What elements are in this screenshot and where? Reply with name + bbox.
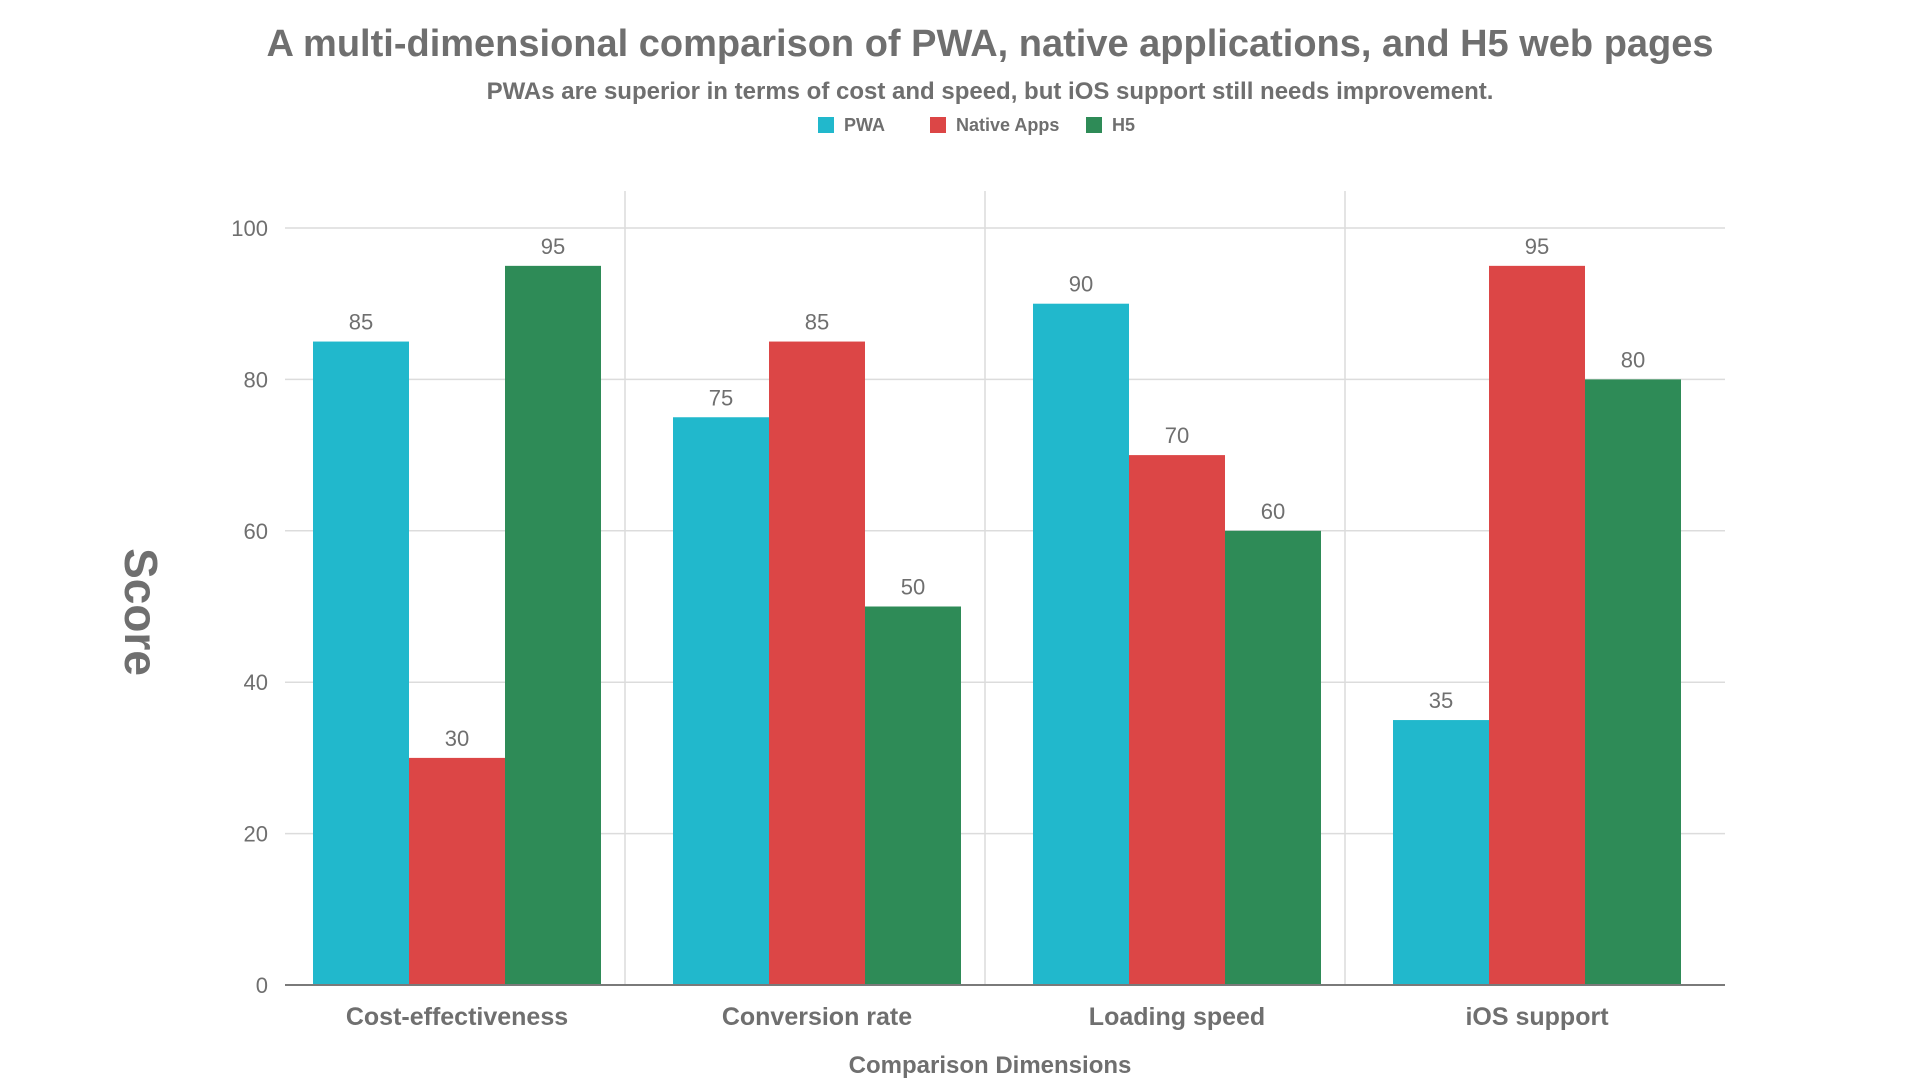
legend-label: PWA	[844, 115, 885, 135]
legend-label: H5	[1112, 115, 1135, 135]
chart-subtitle: PWAs are superior in terms of cost and s…	[487, 78, 1494, 105]
bar-pwa-2	[1033, 303, 1129, 985]
bar-h5-0	[505, 265, 601, 986]
data-label: 30	[445, 726, 469, 751]
data-label: 70	[1165, 423, 1189, 448]
chart-title: A multi-dimensional comparison of PWA, n…	[266, 23, 1713, 65]
bar-pwa-1	[673, 417, 769, 985]
x-category-label: Cost-effectiveness	[346, 1003, 568, 1031]
bar-native-apps-1	[769, 341, 865, 985]
bar-h5-3	[1585, 379, 1681, 985]
data-label: 35	[1429, 688, 1453, 713]
data-label: 90	[1069, 272, 1093, 297]
bar-pwa-0	[313, 341, 409, 985]
y-tick-label: 0	[256, 973, 268, 998]
x-category-label: Loading speed	[1089, 1003, 1265, 1031]
data-label: 75	[709, 385, 733, 410]
data-label: 85	[349, 310, 373, 335]
bars	[313, 265, 1681, 986]
legend: PWA Native Apps H5	[818, 115, 1135, 135]
y-tick-label: 20	[244, 822, 268, 847]
data-label: 95	[541, 234, 565, 259]
x-category-label: iOS support	[1465, 1003, 1609, 1031]
bar-native-apps-0	[409, 757, 505, 985]
bar-pwa-3	[1393, 720, 1489, 985]
bar-h5-2	[1225, 530, 1321, 985]
legend-item-native-apps[interactable]: Native Apps	[930, 115, 1059, 135]
x-axis-title: Comparison Dimensions	[849, 1052, 1132, 1079]
legend-item-pwa[interactable]: PWA	[818, 115, 885, 135]
bar-native-apps-3	[1489, 265, 1585, 986]
data-label: 95	[1525, 234, 1549, 259]
data-label: 50	[901, 575, 925, 600]
x-axis-category-labels: Cost-effectiveness Conversion rate Loading…	[346, 1003, 1609, 1031]
data-label: 80	[1621, 347, 1645, 372]
y-axis-ticks: 0 20 40 60 80 100	[231, 216, 268, 998]
legend-swatch	[930, 117, 946, 133]
data-label: 60	[1261, 499, 1285, 524]
legend-label: Native Apps	[956, 115, 1059, 135]
y-tick-label: 40	[244, 670, 268, 695]
legend-item-h5[interactable]: H5	[1086, 115, 1135, 135]
y-tick-label: 100	[231, 216, 268, 241]
data-labels: 85 75 90 35 30 85 70 95 95 50 60 80	[349, 234, 1645, 751]
x-category-label: Conversion rate	[722, 1003, 912, 1031]
data-label: 85	[805, 310, 829, 335]
y-tick-label: 80	[244, 367, 268, 392]
legend-swatch	[1086, 117, 1102, 133]
bar-native-apps-2	[1129, 455, 1225, 986]
bar-h5-1	[865, 606, 961, 985]
legend-swatch	[818, 117, 834, 133]
y-axis-title: Score	[115, 548, 167, 676]
y-tick-label: 60	[244, 519, 268, 544]
